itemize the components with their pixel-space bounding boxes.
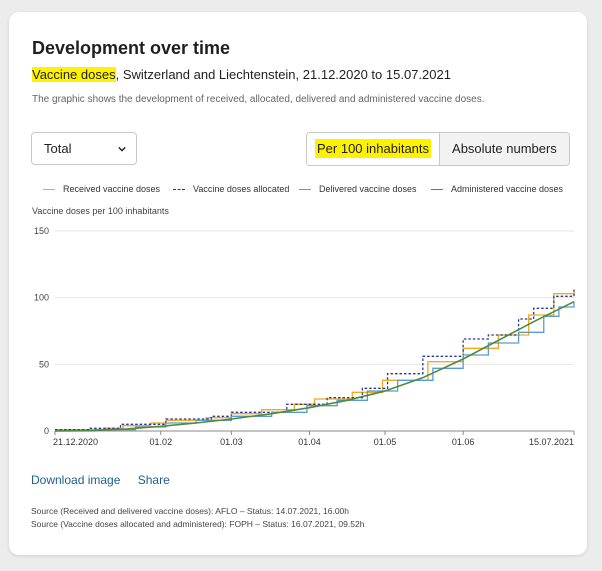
legend-item-delivered[interactable]: Delivered vaccine doses: [299, 184, 417, 194]
y-axis-label: Vaccine doses per 100 inhabitants: [32, 206, 169, 216]
legend-label: Received vaccine doses: [63, 184, 161, 194]
source-received: Source (Received and delivered vaccine d…: [31, 506, 350, 516]
series-line-2: [55, 289, 575, 431]
legend-item-received[interactable]: Received vaccine doses: [43, 184, 160, 194]
source-allocated: Source (Vaccine doses allocated and admi…: [31, 519, 365, 529]
y-tick-label: 0: [44, 426, 49, 436]
x-tick-label: 01.05: [374, 437, 397, 447]
per-100-label: Per 100 inhabitants: [315, 139, 432, 158]
series-line-1: [55, 289, 575, 431]
x-tick-label: 01.03: [220, 437, 243, 447]
x-tick-label: 15.07.2021: [529, 437, 574, 447]
legend-label: Delivered vaccine doses: [319, 184, 417, 194]
legend-item-administered[interactable]: Administered vaccine doses: [431, 184, 563, 194]
vaccine-doses-chart: 0 50 100 150 21.12.2020 01.02 01.03 01.04 01.05 0…: [34, 226, 575, 447]
legend-swatch: [431, 188, 443, 190]
chart-description: The graphic shows the development of rec…: [32, 94, 485, 105]
x-tick-label: 01.02: [150, 437, 173, 447]
legend-swatch: [299, 188, 311, 190]
legend-label: Vaccine doses allocated: [193, 184, 290, 194]
x-tick-label: 21.12.2020: [53, 437, 98, 447]
y-tick-label: 100: [34, 293, 49, 303]
legend-swatch: [43, 188, 55, 190]
series-line-4: [54, 300, 575, 432]
total-select[interactable]: Total: [31, 132, 137, 165]
select-value: Total: [44, 141, 72, 156]
per-100-inhabitants-button[interactable]: Per 100 inhabitants: [307, 133, 440, 165]
share-link[interactable]: Share: [137, 473, 170, 487]
chart-subtitle: Vaccine doses, Switzerland and Liechtens…: [32, 67, 451, 82]
absolute-numbers-button[interactable]: Absolute numbers: [439, 133, 569, 165]
page-title: Development over time: [32, 38, 231, 58]
legend-label: Administered vaccine doses: [451, 184, 564, 194]
chevron-down-icon: [118, 146, 126, 152]
y-tick-label: 50: [39, 359, 49, 369]
legend-item-allocated[interactable]: Vaccine doses allocated: [173, 184, 289, 194]
subtitle-highlight: Vaccine doses: [32, 67, 116, 82]
chart-actions: Download image Share: [31, 473, 184, 487]
unit-toggle: Per 100 inhabitants Absolute numbers: [306, 132, 570, 166]
subtitle-rest: , Switzerland and Liechtenstein, 21.12.2…: [115, 67, 451, 82]
legend-swatch: [173, 188, 185, 190]
x-tick-label: 01.06: [452, 437, 475, 447]
y-tick-label: 150: [34, 226, 49, 236]
chart-legend: Received vaccine doses Vaccine doses all…: [31, 184, 576, 200]
download-image-link[interactable]: Download image: [31, 473, 121, 487]
chart-card: Development over time Vaccine doses, Swi…: [9, 12, 587, 555]
x-tick-label: 01.04: [298, 437, 321, 447]
series-line-3: [55, 301, 575, 432]
